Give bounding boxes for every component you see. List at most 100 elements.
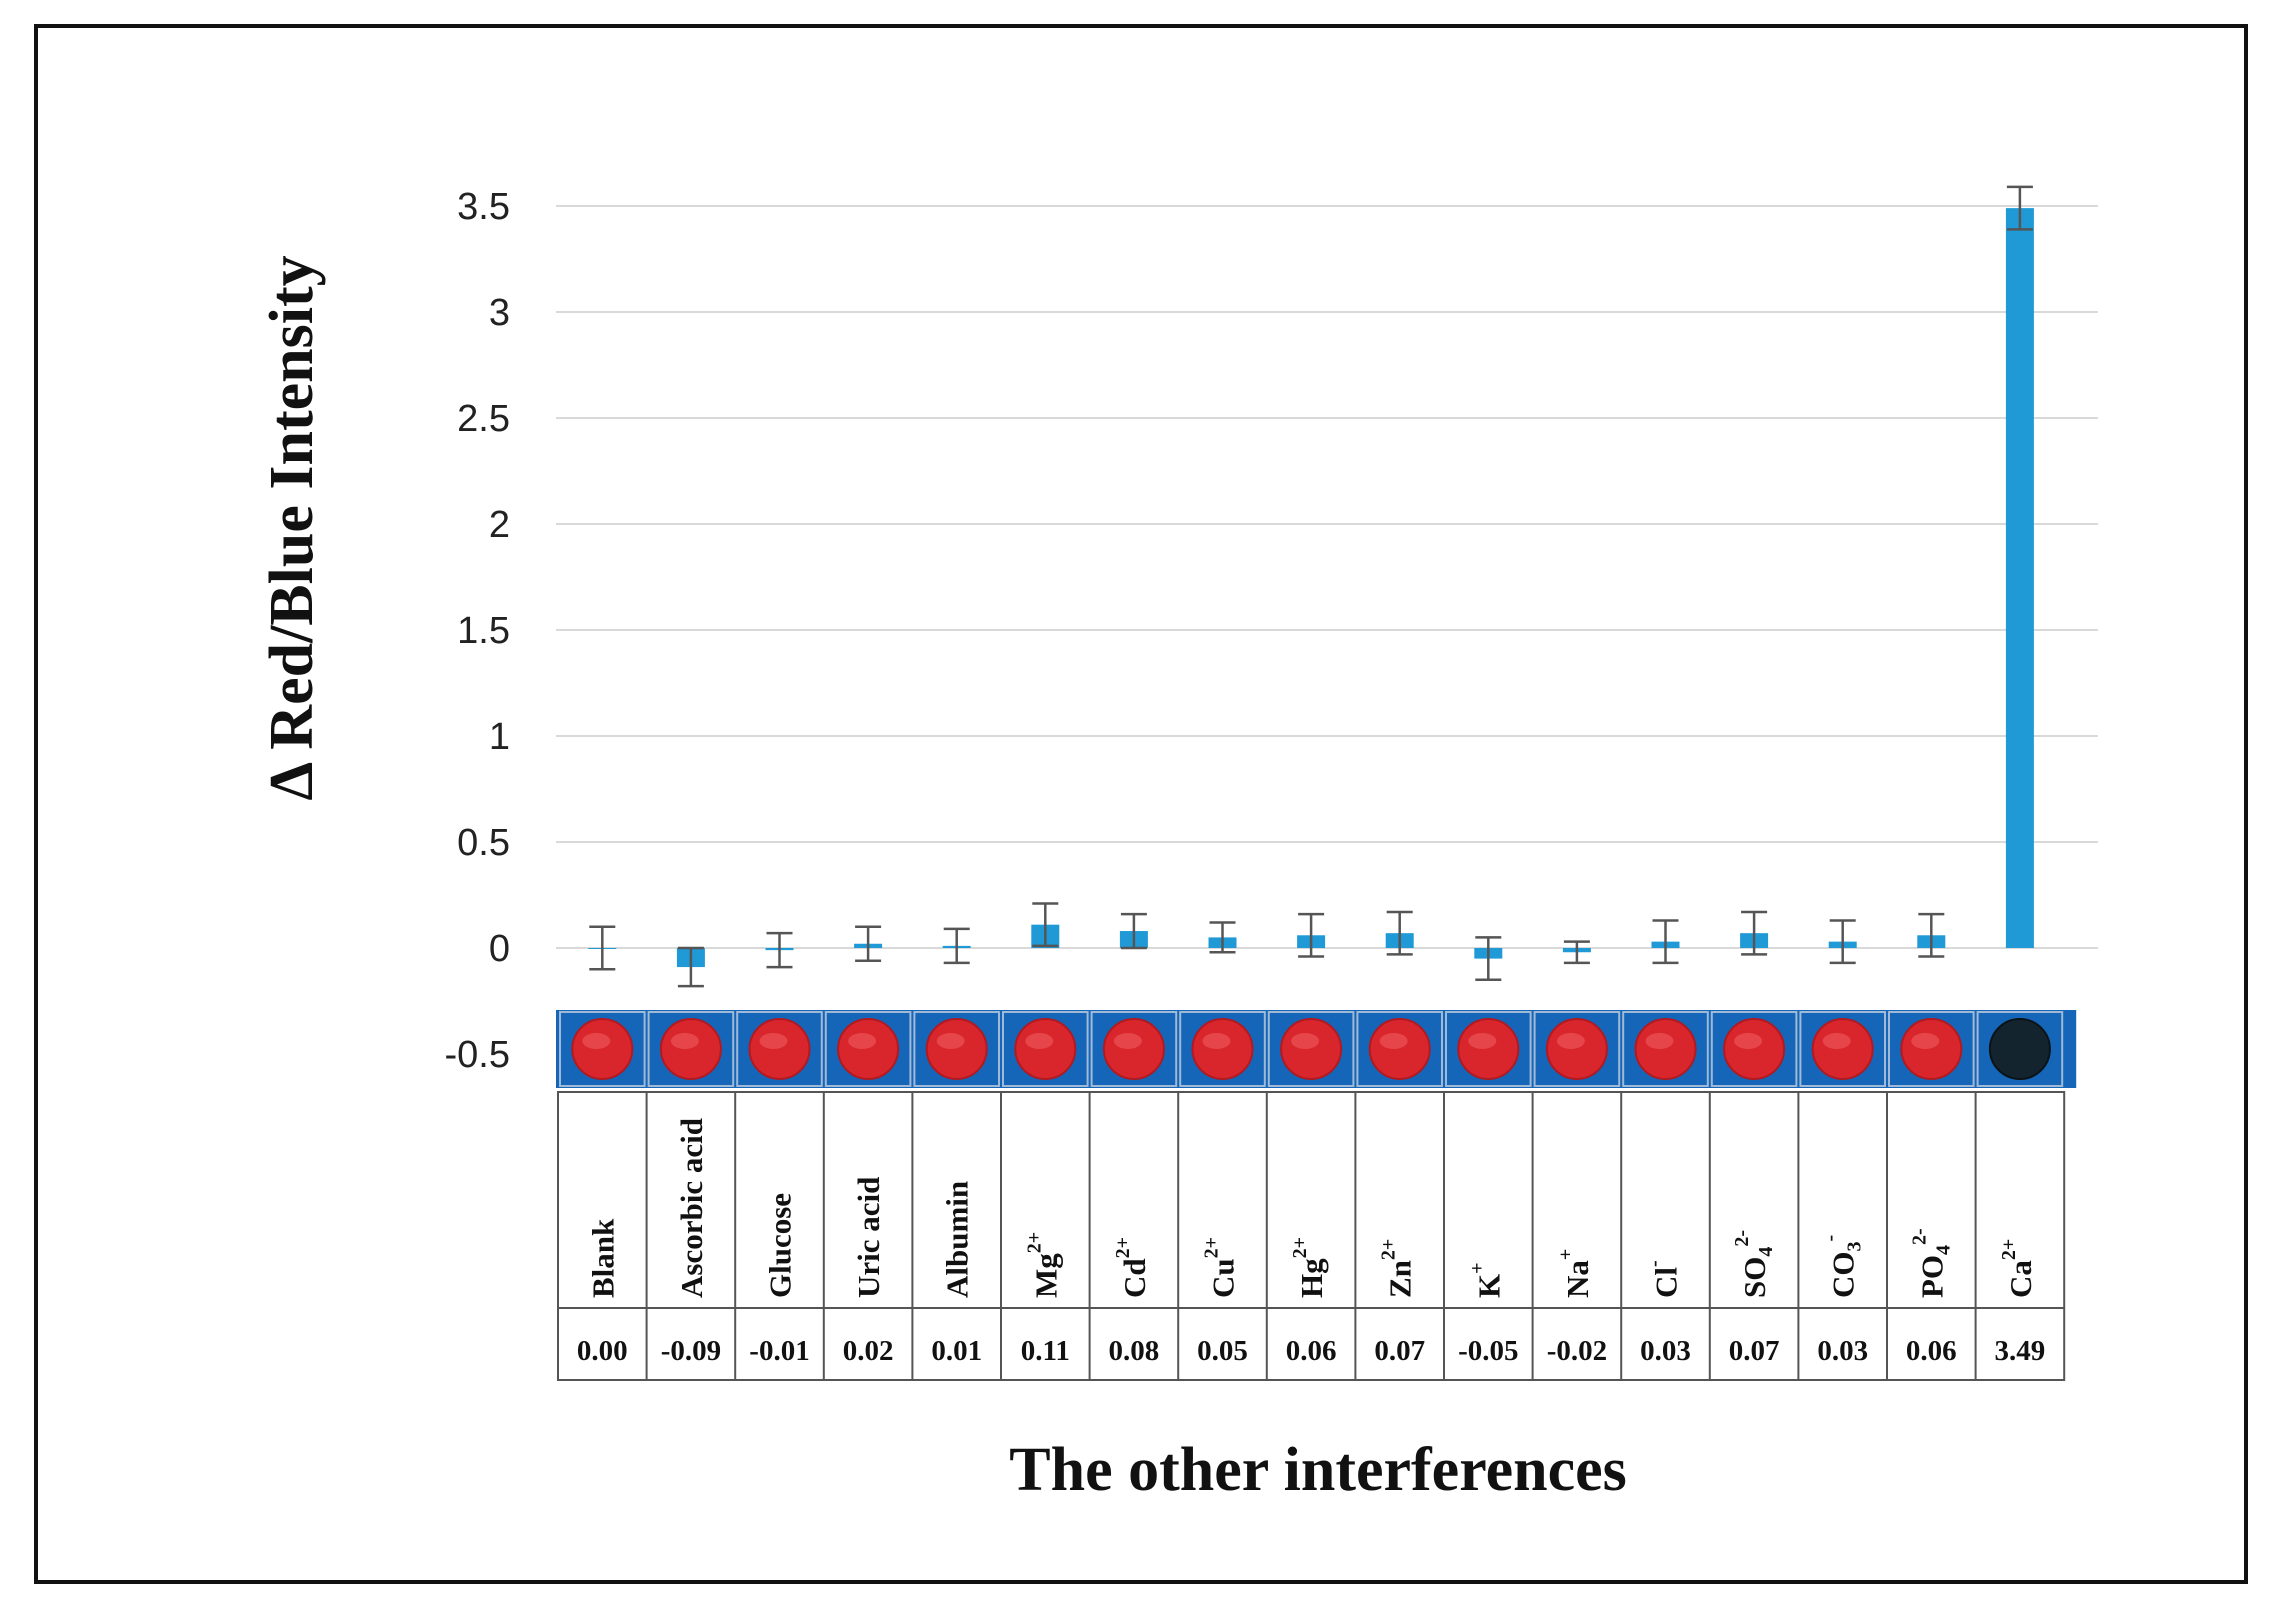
category-label: Cu2+: [1201, 1237, 1241, 1298]
category-superscript: 2+: [1378, 1239, 1400, 1260]
category-superscript: 2+: [1201, 1237, 1223, 1258]
well: [659, 1018, 722, 1080]
category-superscript: 2+: [1289, 1237, 1311, 1258]
y-tick-label: 3: [489, 292, 510, 334]
well-highlight: [1822, 1033, 1851, 1049]
category-subscript: 4: [1932, 1245, 1954, 1255]
error-bar: [1120, 912, 1147, 950]
category-name: Glucose: [763, 1193, 798, 1298]
well: [1988, 1018, 2051, 1080]
y-tick-labels: -0.5 0 0.5 1 1.5 2 2.5 3 3.5: [445, 186, 510, 1076]
y-tick-label: 0: [489, 928, 510, 970]
category-label: Blank: [585, 1218, 620, 1298]
well: [837, 1018, 900, 1080]
y-tick-label: 1.5: [457, 610, 510, 652]
category-label: Cd2+: [1112, 1237, 1152, 1298]
category-name: Blank: [585, 1218, 620, 1298]
y-tick-label: 1: [489, 716, 510, 758]
category-label: Glucose: [763, 1193, 798, 1298]
category-label: Albumin: [940, 1181, 975, 1298]
category-superscript: 2+: [1023, 1232, 1045, 1253]
figure-frame: [34, 24, 2248, 1584]
y-axis-label: Δ Red/Blue Intensity: [258, 255, 326, 800]
error-bar: [589, 925, 616, 971]
category-label: PO42-: [1908, 1228, 1954, 1298]
value-label: -0.01: [749, 1335, 809, 1367]
category-name: PO: [1914, 1255, 1949, 1298]
error-bar: [1829, 919, 1856, 965]
category-label: Ascorbic acid: [674, 1118, 709, 1298]
value-label: 0.07: [1374, 1335, 1425, 1367]
y-tick-label: -0.5: [445, 1034, 510, 1076]
gridlines: [556, 205, 2098, 949]
error-bar: [1298, 912, 1325, 958]
category-label: Zn2+: [1378, 1239, 1418, 1298]
table-grid: [557, 1091, 2066, 1381]
error-bar: [677, 946, 704, 988]
category-subscript: 4: [1755, 1247, 1777, 1257]
well: [748, 1018, 811, 1080]
well-highlight: [1911, 1033, 1940, 1049]
well-highlight: [1645, 1033, 1674, 1049]
bar: [2005, 208, 2034, 948]
well: [1634, 1018, 1697, 1080]
well-highlight: [759, 1033, 788, 1049]
category-name: Uric acid: [851, 1177, 886, 1298]
error-bar: [1652, 919, 1679, 965]
category-label: Cl-: [1644, 1260, 1684, 1298]
category-label: Mg2+: [1023, 1232, 1063, 1298]
category-superscript: -: [1820, 1235, 1842, 1242]
category-name: Zn: [1383, 1260, 1418, 1298]
category-label: Uric acid: [851, 1177, 886, 1298]
category-name: CO: [1826, 1252, 1861, 1299]
well-highlight: [1734, 1033, 1763, 1049]
category-superscript: 2+: [1112, 1237, 1134, 1258]
error-bar: [1741, 910, 1768, 956]
well-highlight: [1291, 1033, 1320, 1049]
category-name: Hg: [1294, 1258, 1329, 1298]
well: [1723, 1018, 1786, 1080]
category-label: K+: [1466, 1262, 1506, 1298]
well: [571, 1018, 634, 1080]
well: [1368, 1018, 1431, 1080]
value-label: 0.01: [931, 1335, 982, 1367]
y-tick-label: 2.5: [457, 398, 510, 440]
value-label: 0.08: [1109, 1335, 1160, 1367]
category-name: Cd: [1117, 1258, 1152, 1298]
category-superscript: -: [1644, 1260, 1666, 1267]
value-label: 0.05: [1197, 1335, 1248, 1367]
well-highlight: [670, 1033, 699, 1049]
value-label: 3.49: [1995, 1335, 2046, 1367]
category-subscript: 3: [1844, 1242, 1866, 1252]
error-bar: [943, 927, 970, 965]
y-tick-label: 3.5: [457, 186, 510, 228]
error-bar: [855, 925, 882, 962]
category-name: Ascorbic acid: [674, 1118, 709, 1298]
category-name: Cu: [1206, 1258, 1241, 1298]
category-name: K: [1471, 1274, 1506, 1298]
well: [1457, 1018, 1520, 1080]
error-bars: [589, 185, 2033, 988]
category-label: SO42-: [1731, 1230, 1777, 1298]
category-label: Ca2+: [1998, 1239, 2038, 1298]
value-label: 0.00: [577, 1335, 628, 1367]
error-bar: [2006, 185, 2033, 231]
value-label: 0.07: [1729, 1335, 1780, 1367]
well-highlight: [1468, 1033, 1497, 1049]
well-highlight: [848, 1033, 877, 1049]
y-tick-label: 2: [489, 504, 510, 546]
value-label: 0.02: [843, 1335, 894, 1367]
value-label: -0.05: [1458, 1335, 1518, 1367]
bars: [588, 208, 2034, 968]
error-bar: [1386, 910, 1413, 956]
category-label: Hg2+: [1289, 1237, 1329, 1298]
error-bar: [1563, 940, 1590, 965]
well-highlight: [936, 1033, 965, 1049]
category-name: SO: [1737, 1257, 1772, 1298]
error-bar: [766, 931, 793, 969]
well-highlight: [1025, 1033, 1054, 1049]
well-highlight: [582, 1033, 611, 1049]
well-highlight: [1113, 1033, 1142, 1049]
well-highlight: [1202, 1033, 1231, 1049]
